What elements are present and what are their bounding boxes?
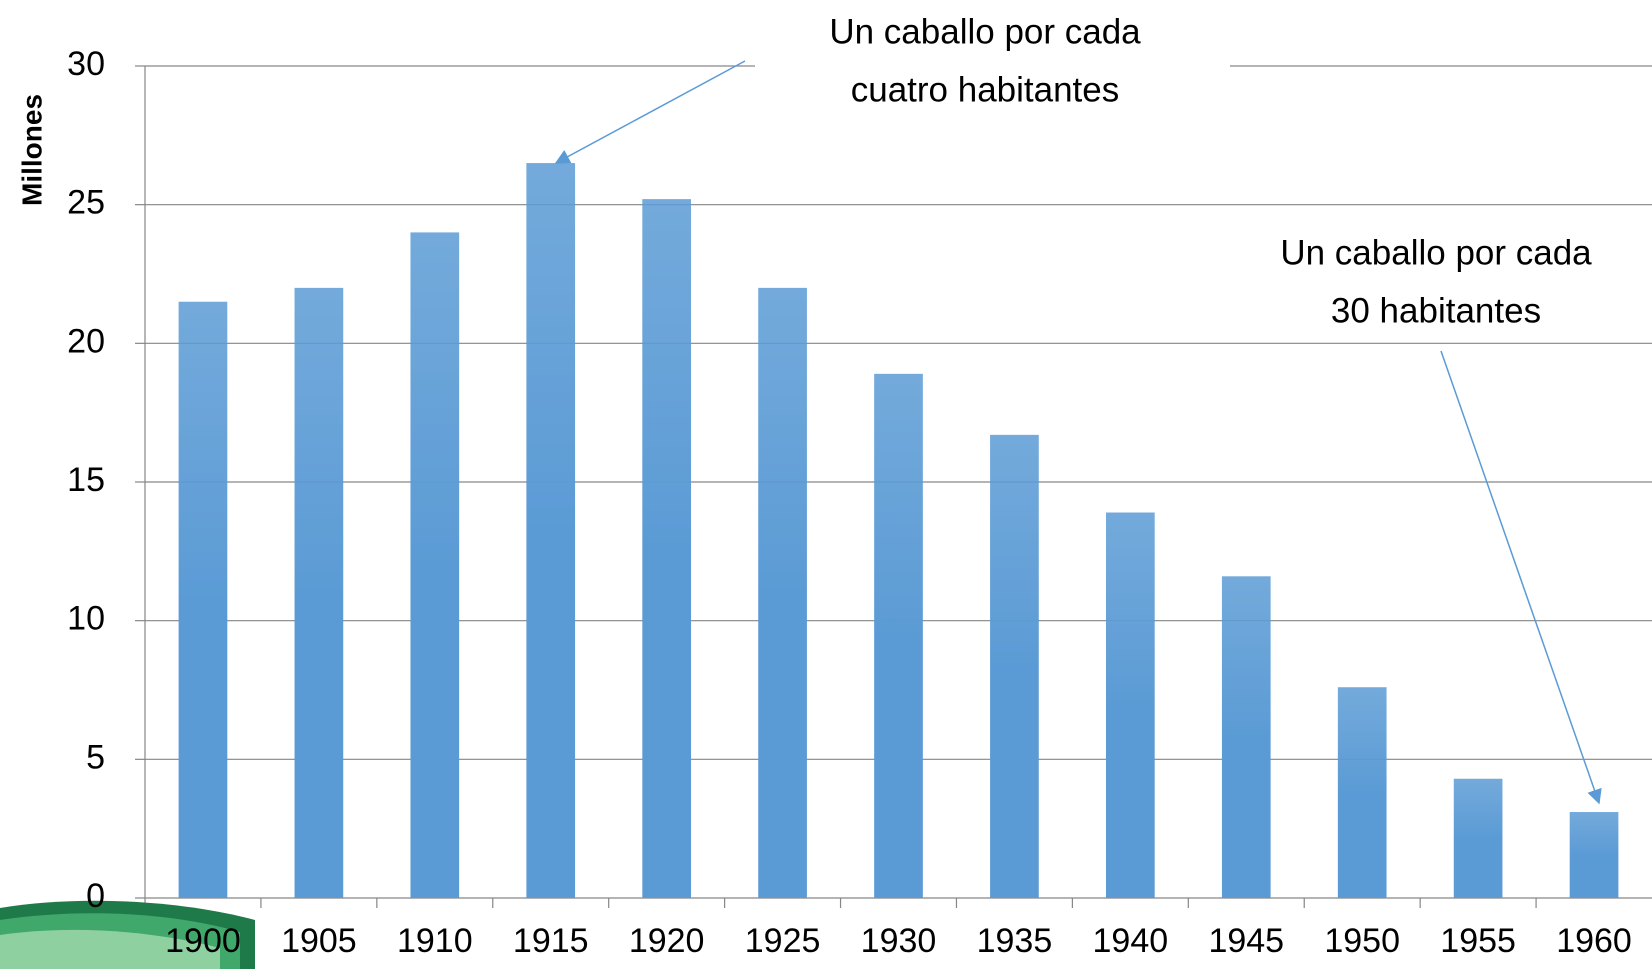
bar bbox=[990, 435, 1039, 898]
bar bbox=[1106, 513, 1155, 898]
x-tick-label: 1920 bbox=[629, 922, 705, 960]
bar bbox=[1338, 687, 1387, 898]
bar bbox=[295, 288, 344, 898]
x-tick-label: 1905 bbox=[281, 922, 357, 960]
y-tick-label: 20 bbox=[67, 322, 105, 360]
x-tick-label: 1900 bbox=[165, 922, 241, 960]
chart: Millones Un caballo por cada cuatro habi… bbox=[0, 0, 1652, 969]
x-tick-label: 1940 bbox=[1093, 922, 1169, 960]
y-tick-label: 5 bbox=[86, 738, 105, 776]
annotation: Un caballo por cada 30 habitantes bbox=[1225, 225, 1645, 803]
y-axis-label: Millones bbox=[16, 94, 47, 206]
annotation: Un caballo por cada cuatro habitantes bbox=[556, 5, 1230, 163]
bar bbox=[758, 288, 807, 898]
x-tick-label: 1910 bbox=[397, 922, 473, 960]
annotation-text: Un caballo por cada bbox=[1280, 233, 1592, 272]
annotation-arrow bbox=[556, 61, 745, 163]
y-tick-label: 30 bbox=[67, 45, 105, 83]
annotation-text: 30 habitantes bbox=[1331, 291, 1541, 330]
bar bbox=[874, 374, 923, 898]
x-tick-label: 1930 bbox=[861, 922, 937, 960]
y-tick-label: 25 bbox=[67, 184, 105, 222]
bar bbox=[526, 163, 575, 898]
x-tick-label: 1945 bbox=[1208, 922, 1284, 960]
x-tick-label: 1960 bbox=[1556, 922, 1632, 960]
y-tick-label: 0 bbox=[86, 877, 105, 915]
x-tick-label: 1915 bbox=[513, 922, 589, 960]
y-tick-label: 15 bbox=[67, 461, 105, 499]
x-tick-label: 1935 bbox=[977, 922, 1053, 960]
bar bbox=[642, 199, 691, 898]
bar bbox=[1570, 812, 1619, 898]
x-tick-label: 1955 bbox=[1440, 922, 1516, 960]
x-tick-label: 1950 bbox=[1324, 922, 1400, 960]
bar bbox=[1222, 576, 1271, 898]
bar bbox=[410, 232, 459, 898]
annotation-text: Un caballo por cada bbox=[829, 12, 1141, 51]
annotation-text: cuatro habitantes bbox=[851, 70, 1120, 109]
x-tick-label: 1925 bbox=[745, 922, 821, 960]
bar bbox=[1454, 779, 1503, 898]
bar bbox=[179, 302, 228, 898]
annotation-arrow bbox=[1441, 351, 1599, 803]
y-tick-label: 10 bbox=[67, 600, 105, 638]
